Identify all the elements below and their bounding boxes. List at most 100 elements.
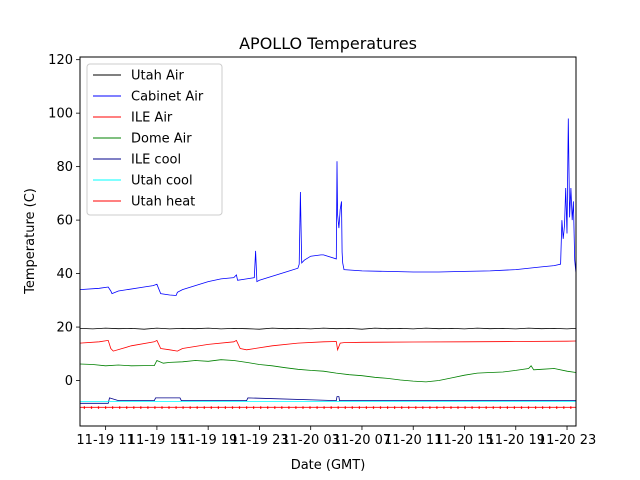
utah-heat-marker [436, 406, 438, 409]
legend-label-utah-cool: Utah cool [131, 174, 193, 189]
utah-heat-marker [394, 406, 396, 409]
utah-heat-marker [274, 406, 276, 409]
utah-heat-marker [379, 406, 382, 409]
utah-heat-marker [161, 406, 163, 409]
utah-heat-marker [358, 406, 360, 409]
utah-heat-marker [154, 406, 156, 409]
series-line-dome-air [80, 359, 576, 383]
x-tick-label: 11-20 19 [487, 433, 545, 448]
utah-heat-marker [119, 406, 121, 409]
utah-heat-marker [337, 406, 339, 409]
utah-heat-marker [210, 406, 212, 409]
utah-heat-marker [260, 406, 262, 409]
series-line-ile-cool [80, 396, 576, 404]
utah-heat-marker [506, 406, 508, 409]
utah-heat-marker [549, 406, 551, 409]
legend-label-utah-heat: Utah heat [131, 195, 195, 210]
utah-heat-marker [330, 406, 332, 409]
utah-heat-marker [492, 406, 494, 409]
x-tick-label: 11-20 07 [333, 433, 391, 448]
utah-heat-marker [443, 406, 445, 409]
utah-heat-marker [126, 406, 128, 409]
legend-label-cabinet-air: Cabinet Air [131, 90, 204, 105]
legend-box [86, 63, 223, 216]
utah-heat-marker [372, 406, 375, 409]
utah-heat-marker [387, 406, 389, 409]
y-tick-label: 80 [56, 160, 73, 175]
x-tick-label: 11-19 19 [179, 433, 237, 448]
utah-heat-markers [83, 406, 572, 409]
legend-label-ile-air: ILE Air [131, 111, 173, 126]
y-tick-label: 20 [56, 321, 73, 336]
utah-heat-marker [203, 406, 205, 409]
utah-heat-marker [316, 406, 318, 409]
chart-title: APOLLO Temperatures [239, 34, 417, 53]
utah-heat-marker [457, 406, 459, 409]
y-tick-label: 60 [56, 214, 73, 229]
utah-heat-marker [302, 406, 304, 409]
utah-heat-marker [556, 406, 558, 409]
utah-heat-marker [246, 406, 248, 409]
x-tick-label: 11-19 11 [76, 433, 134, 448]
utah-heat-marker [415, 406, 417, 409]
legend-label-ile-cool: ILE cool [131, 153, 181, 168]
utah-heat-marker [281, 406, 283, 409]
legend-label-dome-air: Dome Air [131, 132, 192, 147]
utah-heat-marker [422, 406, 424, 409]
utah-heat-marker [408, 406, 410, 409]
utah-heat-marker [401, 406, 403, 409]
utah-heat-marker [478, 406, 480, 409]
x-tick-label: 11-20 15 [435, 433, 493, 448]
utah-heat-marker [168, 406, 170, 409]
utah-heat-marker [182, 406, 184, 409]
series-line-ile-air [80, 339, 576, 352]
utah-heat-marker [513, 406, 515, 409]
utah-heat-marker [288, 406, 290, 409]
utah-heat-marker [563, 406, 565, 409]
utah-heat-marker [189, 406, 191, 409]
utah-heat-marker [267, 406, 269, 409]
utah-heat-marker [175, 406, 177, 409]
utah-heat-marker [450, 406, 452, 409]
y-axis-label: Temperature (C) [23, 188, 38, 295]
utah-heat-marker [105, 406, 107, 409]
utah-heat-marker [83, 406, 85, 409]
y-tick-label: 120 [48, 53, 73, 68]
utah-heat-marker [90, 406, 93, 409]
utah-heat-marker [295, 406, 297, 409]
utah-heat-marker [520, 406, 523, 409]
x-tick-label: 11-19 15 [128, 433, 186, 448]
x-tick-label: 11-20 23 [538, 433, 596, 448]
utah-heat-marker [323, 406, 325, 409]
utah-heat-marker [231, 406, 234, 409]
plot-area-frame [79, 56, 577, 427]
series-line-utah-air [80, 327, 576, 330]
x-tick-label: 11-19 23 [230, 433, 288, 448]
y-tick-label: 0 [65, 374, 73, 389]
utah-heat-marker [344, 406, 346, 409]
utah-heat-marker [527, 406, 530, 409]
series-line-cabinet-air [80, 118, 576, 296]
x-axis-label: Date (GMT) [291, 458, 366, 473]
utah-heat-marker [253, 406, 255, 409]
utah-heat-marker [196, 406, 198, 409]
utah-heat-marker [147, 406, 149, 409]
utah-heat-marker [464, 406, 466, 409]
utah-heat-marker [429, 406, 431, 409]
y-tick-label: 100 [48, 107, 73, 122]
utah-heat-marker [535, 406, 537, 409]
utah-heat-marker [471, 406, 473, 409]
utah-heat-marker [97, 406, 100, 409]
utah-heat-marker [542, 406, 544, 409]
y-axis: 0 20 40 60 80 100 120 [48, 53, 80, 389]
utah-heat-marker [224, 406, 226, 409]
legend: Utah Air Cabinet Air ILE Air Dome Air ILE co… [86, 63, 223, 216]
utah-heat-marker [217, 406, 219, 409]
utah-heat-marker [309, 406, 311, 409]
utah-heat-marker [133, 406, 135, 409]
legend-label-utah-air: Utah Air [131, 69, 184, 84]
x-tick-label: 11-20 03 [281, 433, 339, 448]
y-tick-label: 40 [56, 267, 73, 282]
